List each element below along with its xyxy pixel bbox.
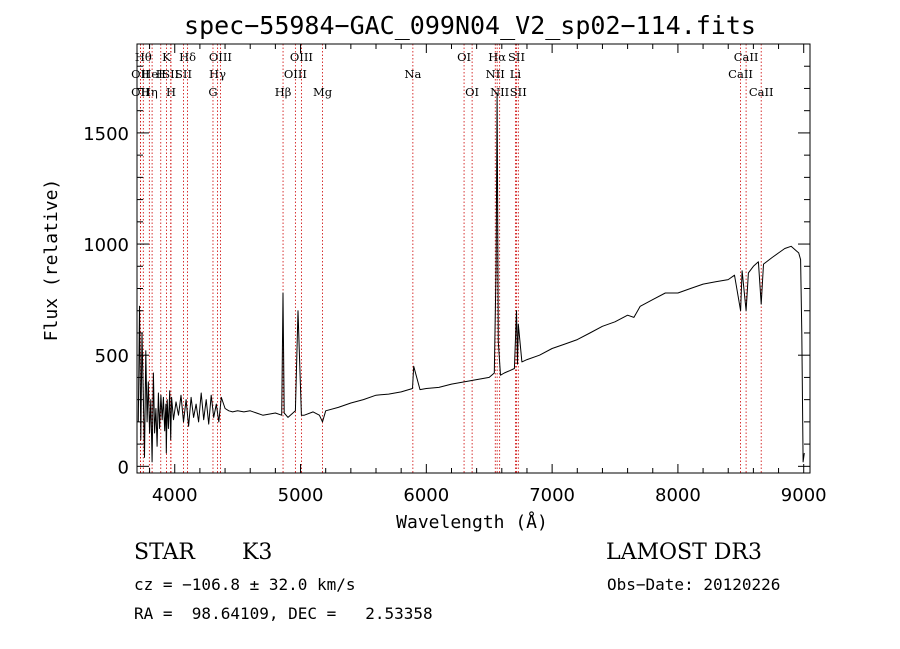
line-label-8: H	[166, 85, 176, 99]
line-label-20: OI	[465, 85, 479, 99]
line-label-9: SII	[175, 67, 192, 81]
x-axis-label: Wavelength (Å)	[396, 511, 548, 533]
x-tick-label-2: 6000	[403, 485, 449, 506]
y-tick-label-1: 500	[95, 346, 129, 367]
ra-dec: RA = 98.64109, DEC = 2.53358	[134, 604, 433, 623]
x-tick-label-4: 8000	[655, 485, 701, 506]
y-axis-ticks: 0 500 1000 1500	[83, 65, 810, 478]
line-label-17: Mg	[313, 85, 333, 99]
line-label-0: OII	[131, 67, 150, 81]
line-label-26: SII	[510, 85, 527, 99]
line-label-18: Na	[404, 67, 421, 81]
object-class: STAR	[134, 540, 195, 565]
line-label-27: CaII	[728, 67, 753, 81]
survey-name: LAMOST DR3	[606, 540, 762, 565]
object-subclass: K3	[242, 540, 273, 565]
line-label-4: HeI	[141, 67, 162, 81]
line-label-10: Hδ	[179, 50, 196, 64]
y-tick-label-3: 1500	[83, 124, 129, 145]
spectral-line-labels: OIIOIIHθHηHeIHKSIIHSIIHδGHγOIIIHβOIIIOII…	[131, 50, 773, 99]
line-label-25: SII	[508, 50, 525, 64]
line-label-2: Hθ	[135, 50, 152, 64]
line-label-21: NII	[486, 67, 505, 81]
line-label-19: OI	[457, 50, 471, 64]
line-label-16: OIII	[290, 50, 313, 64]
spectrum-line	[137, 92, 805, 463]
line-label-7: SII	[162, 67, 179, 81]
x-tick-label-3: 7000	[529, 485, 575, 506]
plot-frame	[136, 43, 811, 474]
line-label-1: OII	[131, 85, 150, 99]
line-label-15: OIII	[284, 67, 307, 81]
spectral-line-markers	[139, 44, 762, 473]
line-label-14: Hβ	[275, 85, 292, 99]
y-axis-label: Flux (relative)	[41, 179, 62, 342]
x-axis-ticks: 4000 5000 6000 7000 8000 9000	[149, 44, 827, 506]
line-label-28: CaII	[734, 50, 759, 64]
x-tick-label-0: 4000	[152, 485, 198, 506]
line-label-6: K	[162, 50, 171, 64]
y-tick-label-2: 1000	[83, 235, 129, 256]
x-tick-label-5: 9000	[781, 485, 827, 506]
line-label-13: OIII	[209, 50, 232, 64]
observation-date: Obs−Date: 20120226	[607, 575, 781, 594]
line-label-24: Li	[510, 67, 522, 81]
line-label-23: NII	[490, 85, 509, 99]
line-label-29: CaII	[749, 85, 774, 99]
redshift-cz: cz = −106.8 ± 32.0 km/s	[134, 575, 356, 594]
line-label-12: Hγ	[209, 67, 226, 81]
y-tick-label-0: 0	[118, 457, 129, 478]
line-label-11: G	[208, 85, 217, 99]
line-label-3: Hη	[141, 85, 158, 99]
chart-title: spec−55984−GAC_099N04_V2_sp02−114.fits	[184, 11, 756, 40]
line-label-22: Hα	[488, 50, 506, 64]
line-label-5: H	[156, 67, 166, 81]
x-tick-label-1: 5000	[278, 485, 324, 506]
